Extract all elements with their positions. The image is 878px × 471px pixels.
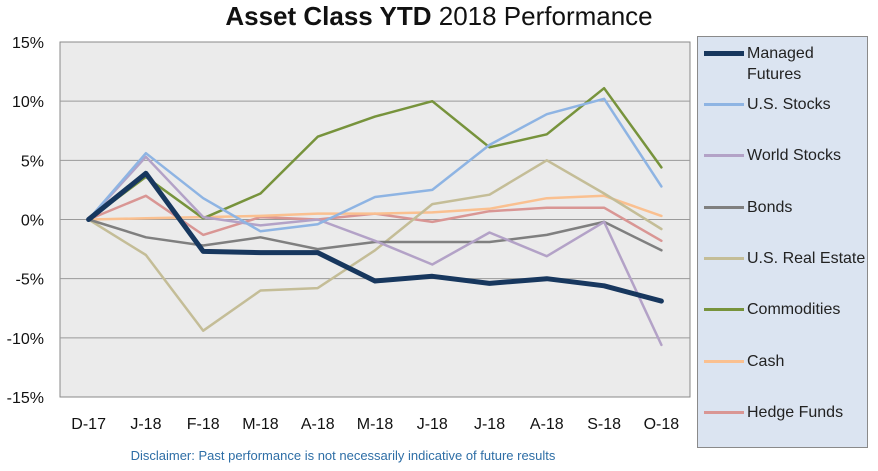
- x-tick-label: M-18: [357, 416, 394, 433]
- x-tick-label: M-18: [242, 416, 279, 433]
- legend-item-hedge-funds: Hedge Funds: [698, 402, 869, 450]
- x-tick-label: S-18: [587, 416, 621, 433]
- x-tick-label: F-18: [187, 416, 220, 433]
- series-line-managed-futures: [86, 170, 664, 304]
- x-tick-label: J-18: [417, 416, 448, 433]
- y-tick-label: 10%: [12, 94, 44, 111]
- y-tick-label: 0%: [21, 213, 44, 230]
- legend-item-world-stocks: World Stocks: [698, 145, 869, 193]
- legend-swatch: [704, 103, 744, 106]
- x-tick-label: A-18: [301, 416, 335, 433]
- y-tick-label: -10%: [7, 331, 44, 348]
- y-tick-label: 15%: [12, 35, 44, 52]
- legend-label: Bonds: [747, 199, 793, 216]
- legend-item-commodities: Commodities: [698, 299, 869, 347]
- legend-item-cash: Cash: [698, 351, 869, 399]
- series-line-u-s-real-estate: [87, 159, 663, 332]
- x-tick-label: J-18: [130, 416, 161, 433]
- legend-label: Managed Futures: [747, 45, 814, 83]
- x-tick-label: O-18: [644, 416, 680, 433]
- legend-swatch: [704, 154, 744, 157]
- legend-swatch: [704, 257, 744, 260]
- chart-title: Asset Class YTD 2018 Performance: [0, 0, 878, 32]
- x-tick-label: D-17: [71, 416, 106, 433]
- y-tick-label: -15%: [7, 390, 44, 407]
- series-line-cash: [87, 194, 663, 221]
- legend-swatch: [704, 206, 744, 209]
- disclaimer-text: Disclaimer: Past performance is not nece…: [130, 448, 556, 463]
- legend-swatch: [704, 51, 744, 56]
- legend-swatch: [704, 411, 744, 414]
- series-line-commodities: [87, 86, 663, 221]
- legend-item-u-s-stocks: U.S. Stocks: [698, 94, 869, 142]
- legend-swatch: [704, 308, 744, 311]
- y-tick-label: -5%: [16, 272, 44, 289]
- legend-swatch: [704, 360, 744, 363]
- legend-label: U.S. Real Estate: [747, 250, 866, 267]
- legend-item-u-s-real-estate: U.S. Real Estate: [698, 248, 869, 296]
- series-line-world-stocks: [87, 155, 663, 347]
- legend-label: Cash: [747, 353, 785, 370]
- chart-title-rest: 2018 Performance: [431, 1, 653, 31]
- series-lines: [86, 86, 664, 347]
- legend-label: Hedge Funds: [747, 404, 844, 421]
- x-tick-label: J-18: [474, 416, 505, 433]
- x-axis: D-17 J-18 F-18 M-18 A-18 M-18 J-18 J-18 A-18 S-18…: [71, 416, 679, 433]
- series-line-u-s-stocks: [87, 97, 663, 233]
- legend-item-managed-futures: Managed Futures: [698, 43, 869, 91]
- x-tick-label: A-18: [530, 416, 564, 433]
- legend-item-bonds: Bonds: [698, 197, 869, 245]
- legend-label: Commodities: [747, 301, 841, 318]
- chart-title-bold: Asset Class YTD: [225, 1, 432, 31]
- legend: Managed Futures U.S. Stocks World Stocks Bo…: [697, 36, 868, 448]
- legend-label: U.S. Stocks: [747, 96, 831, 113]
- legend-label: World Stocks: [747, 147, 841, 164]
- y-axis: 15% 10% 5% 0% -5% -10% -15%: [7, 35, 44, 407]
- y-tick-label: 5%: [21, 153, 44, 170]
